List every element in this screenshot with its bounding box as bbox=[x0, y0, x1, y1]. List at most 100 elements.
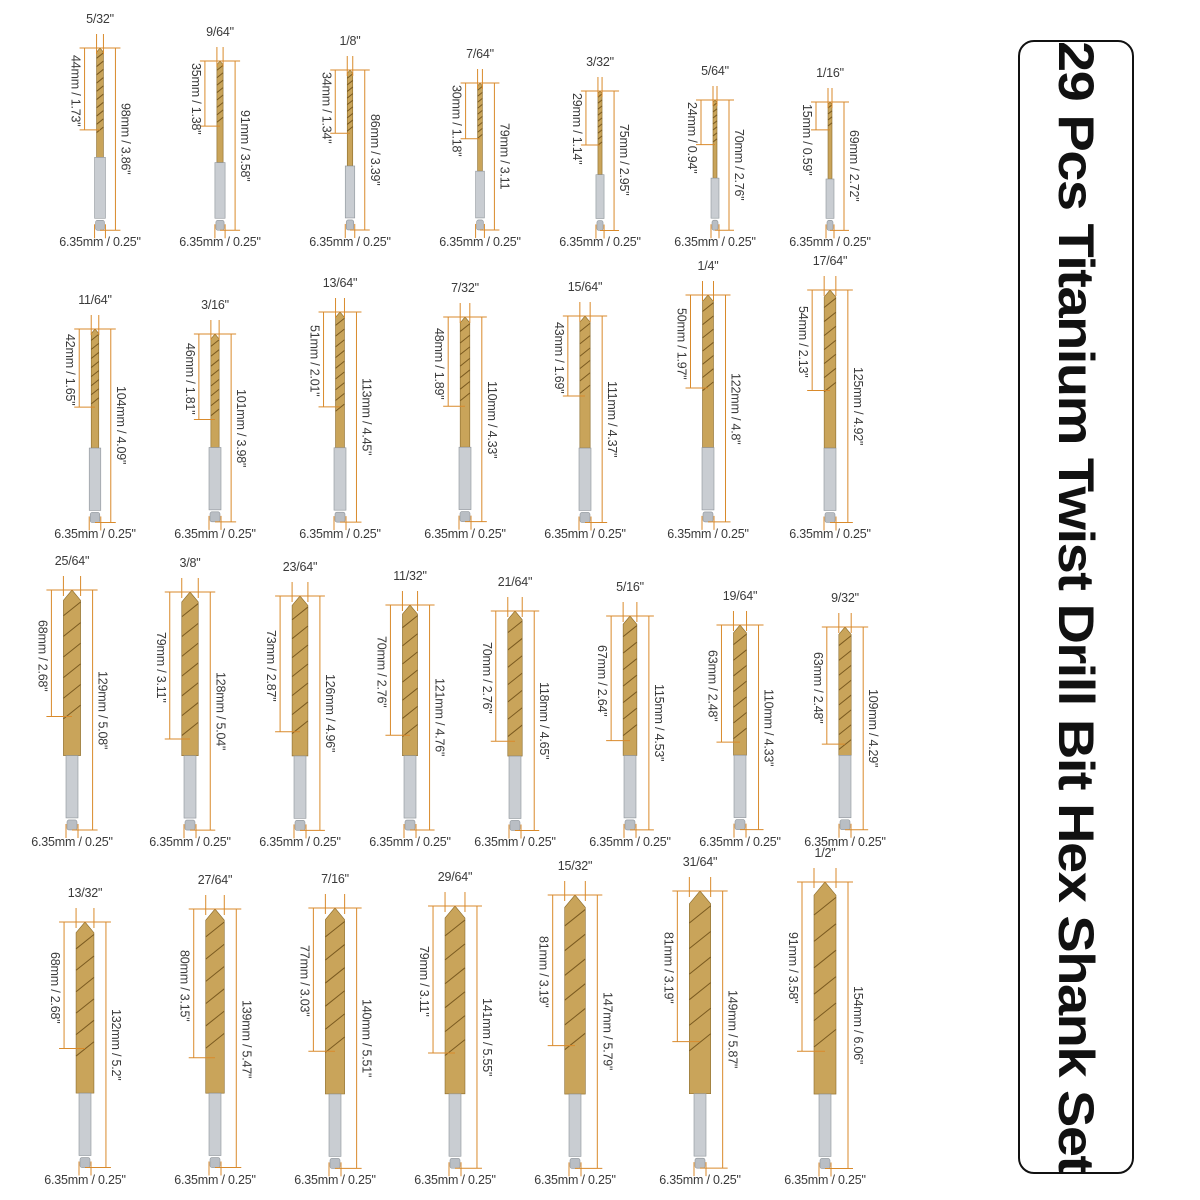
shank-size-label: 6.35mm / 0.25" bbox=[589, 835, 671, 849]
flute-length-label: 50mm / 1.97" bbox=[674, 307, 689, 380]
flute-groove bbox=[564, 908, 586, 926]
flute-length-label: 34mm / 1.34" bbox=[319, 72, 334, 144]
hex-tip bbox=[215, 219, 225, 231]
flute-groove bbox=[579, 322, 591, 332]
flute-length-label: 81mm / 3.19" bbox=[661, 932, 676, 1004]
flute-groove bbox=[477, 128, 483, 133]
hex-shank bbox=[208, 1093, 222, 1157]
flute-groove bbox=[712, 138, 718, 143]
flute-groove bbox=[90, 342, 100, 350]
shank-size-label: 6.35mm / 0.25" bbox=[667, 527, 749, 541]
hex-tip bbox=[819, 1157, 831, 1169]
hex-tip bbox=[711, 219, 719, 231]
flute-groove bbox=[205, 966, 225, 983]
shank-size-label: 6.35mm / 0.25" bbox=[309, 235, 391, 249]
flute-length-label: 67mm / 2.64" bbox=[595, 644, 610, 717]
hex-tip bbox=[79, 1157, 91, 1169]
shank-size-label: 6.35mm / 0.25" bbox=[789, 527, 871, 541]
shank-size-label: 6.35mm / 0.25" bbox=[44, 1173, 126, 1187]
flute-groove bbox=[823, 297, 837, 308]
hex-tip bbox=[449, 1157, 461, 1169]
drill-bit bbox=[385, 590, 435, 838]
shank-size-label: 6.35mm / 0.25" bbox=[369, 835, 451, 849]
flute-groove bbox=[325, 943, 345, 960]
flute-groove bbox=[346, 113, 354, 119]
drill-bit bbox=[199, 46, 241, 238]
flute-groove bbox=[335, 349, 345, 358]
flute-groove bbox=[813, 975, 837, 995]
shank-size-label: 6.35mm / 0.25" bbox=[259, 835, 341, 849]
flute-length-label: 63mm / 2.48" bbox=[705, 650, 720, 722]
flute-groove bbox=[325, 989, 345, 1007]
shank-size-label: 6.35mm / 0.25" bbox=[59, 235, 141, 249]
total-length-label: 140mm / 5.51" bbox=[359, 998, 374, 1077]
flute-groove bbox=[63, 684, 81, 699]
flute-body bbox=[823, 289, 837, 448]
flute-body bbox=[335, 311, 345, 448]
flute-groove bbox=[477, 122, 483, 127]
drill-bit bbox=[59, 908, 111, 1176]
flute-groove bbox=[459, 323, 471, 333]
flute-groove bbox=[459, 381, 471, 390]
total-length-label: 98mm / 3.86" bbox=[118, 103, 133, 175]
drill-bit bbox=[318, 297, 362, 530]
flute-length-label: 70mm / 2.76" bbox=[374, 636, 389, 708]
hex-tip bbox=[839, 819, 851, 831]
flute-groove bbox=[827, 122, 833, 127]
flute-groove bbox=[689, 982, 711, 1000]
flute-groove bbox=[689, 1007, 711, 1026]
flute-groove bbox=[507, 724, 523, 737]
total-length-label: 139mm / 5.47" bbox=[239, 999, 254, 1078]
drill-bit bbox=[547, 880, 603, 1176]
bit-size-label: 1/8" bbox=[339, 34, 361, 49]
hex-tip bbox=[329, 1157, 341, 1169]
shank-size-label: 6.35mm / 0.25" bbox=[174, 527, 256, 541]
bit-size-label: 5/64" bbox=[701, 63, 729, 78]
shank-size-label: 6.35mm / 0.25" bbox=[414, 1173, 496, 1187]
flute-groove bbox=[564, 958, 586, 976]
flute-groove bbox=[579, 384, 591, 394]
total-length-label: 141mm / 5.55" bbox=[479, 997, 494, 1076]
flute-groove bbox=[181, 662, 199, 677]
drill-bit bbox=[330, 56, 370, 238]
flute-groove bbox=[210, 359, 220, 367]
hex-shank bbox=[595, 173, 605, 219]
flute-groove bbox=[346, 119, 354, 125]
hex-shank bbox=[183, 755, 197, 819]
flute-groove bbox=[702, 355, 714, 365]
flute-groove bbox=[564, 1032, 586, 1050]
flute-groove bbox=[823, 325, 837, 336]
flute-groove bbox=[402, 705, 418, 719]
flute-groove bbox=[205, 1011, 225, 1027]
total-length-label: 70mm / 2.76" bbox=[732, 129, 746, 201]
hex-tip bbox=[209, 1157, 221, 1169]
flute-groove bbox=[291, 701, 309, 715]
total-length-label: 91mm / 3.58" bbox=[238, 109, 253, 182]
product-title: 29 Pcs Titanium Twist Drill Bit Hex Shan… bbox=[1047, 41, 1105, 1173]
flute-groove bbox=[813, 922, 837, 942]
shank-size-label: 6.35mm / 0.25" bbox=[534, 1173, 616, 1187]
hex-shank bbox=[88, 447, 102, 511]
flute-groove bbox=[733, 634, 747, 646]
hex-shank bbox=[693, 1093, 707, 1157]
flute-groove bbox=[459, 393, 471, 402]
drill-bit bbox=[716, 611, 764, 838]
flute-length-label: 35mm / 1.38" bbox=[188, 62, 203, 135]
hex-shank bbox=[344, 165, 356, 219]
flute-body bbox=[63, 589, 81, 756]
flute-groove bbox=[181, 702, 199, 717]
flute-length-label: 46mm / 1.81" bbox=[182, 343, 197, 415]
flute-groove bbox=[733, 712, 747, 724]
total-length-label: 101mm / 3.98" bbox=[234, 388, 249, 468]
flute-body bbox=[813, 881, 837, 1094]
flute-groove bbox=[712, 102, 718, 107]
flute-groove bbox=[291, 644, 309, 658]
flute-length-label: 77mm / 3.03" bbox=[297, 945, 312, 1017]
flute-groove bbox=[346, 86, 354, 92]
flute-length-label: 70mm / 2.76" bbox=[479, 641, 494, 714]
total-length-label: 122mm / 4.8" bbox=[728, 372, 743, 445]
flute-groove bbox=[507, 689, 523, 702]
flute-groove bbox=[813, 896, 837, 915]
hex-shank bbox=[333, 447, 347, 511]
shank-size-label: 6.35mm / 0.25" bbox=[179, 235, 261, 249]
